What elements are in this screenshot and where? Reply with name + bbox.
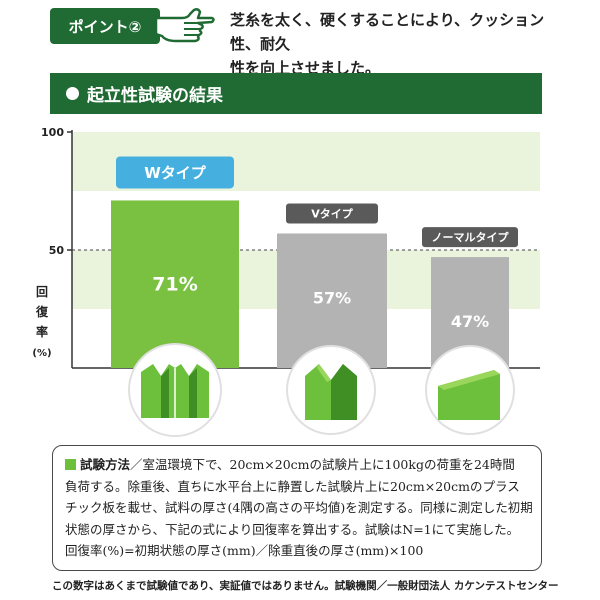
test-method-box: 試験方法／室温環境下で、20cm×20cmの試験片上に100kgの荷重を24時間… [52,445,542,571]
point-badge: ポイント② [50,8,160,44]
y-axis-label-1: 復 [35,304,49,319]
method-square-icon [65,459,76,470]
recovery-rate-chart: 100 50 回復率 (%) 71% Wタイプ 57% Vタイプ 47% ノーマルタイプ [32,126,540,437]
method-title: 試験方法 [80,457,131,472]
y-axis-label-3: (%) [32,348,51,359]
normal-blade-top [438,370,500,390]
method-line-5: 回復率(%)=初期状態の厚さ(mm)／除重直後の厚さ(mm)×100 [65,543,424,558]
bullet-icon [66,87,79,100]
point-description: 芝糸を太く、硬くすることにより、クッション性、耐久 性を向上させました。 [230,11,545,77]
bar-value-label-2: 47% [451,312,489,331]
category-label-box-0 [116,156,234,189]
category-label-0: Wタイプ [144,164,207,182]
category-label-1: Vタイプ [311,206,354,220]
method-line-1: 室温環境下で、20cm×20cmの試験片上に100kgの荷重を24時間 [142,457,515,472]
y-tick-label-50: 50 [49,244,65,257]
method-line-2: 負荷する。除重後、直ちに水平台上に静置した試験片上に20cm×20cmのプラス [65,478,520,494]
v-blade-shade [331,364,357,420]
category-label-box-1 [286,203,378,224]
turf-cross-section-2-icon [425,345,515,435]
point-badge-label: ポイント② [68,17,142,36]
y-axis-label-0: 回 [36,285,48,299]
method-line-4: 状態の厚さから、下記の式により回復率を算出する。試験はN=1にて実施した。 [65,521,520,537]
category-label-2: ノーマルタイプ [432,230,510,244]
category-label-box-2 [422,227,518,248]
pointing-hand-icon [154,8,215,43]
section-header: 起立性試験の結果 [50,73,542,114]
method-line-3: チック板を載せ、試料の厚さ(4隅の高さの平均値)を測定する。同様に測定した初期 [65,500,533,515]
y-tick-label-100: 100 [41,126,64,139]
v-blade-highlight [317,364,331,382]
turf-cross-section-1-icon [286,345,376,435]
section-title: 起立性試験の結果 [87,86,223,106]
w-blade-shade-2 [189,368,197,418]
bar-value-label-0: 71% [152,273,197,295]
footnote: この数字はあくまで試験値であり、実証値ではありません。試験機関／一般財団法人 カ… [52,580,559,592]
bar-0 [111,200,239,368]
y-axis-label-2: 率 [36,324,48,339]
w-blade-shade-1 [161,368,169,418]
turf-cross-section-0-icon [128,343,222,437]
bar-value-label-1: 57% [313,288,351,307]
